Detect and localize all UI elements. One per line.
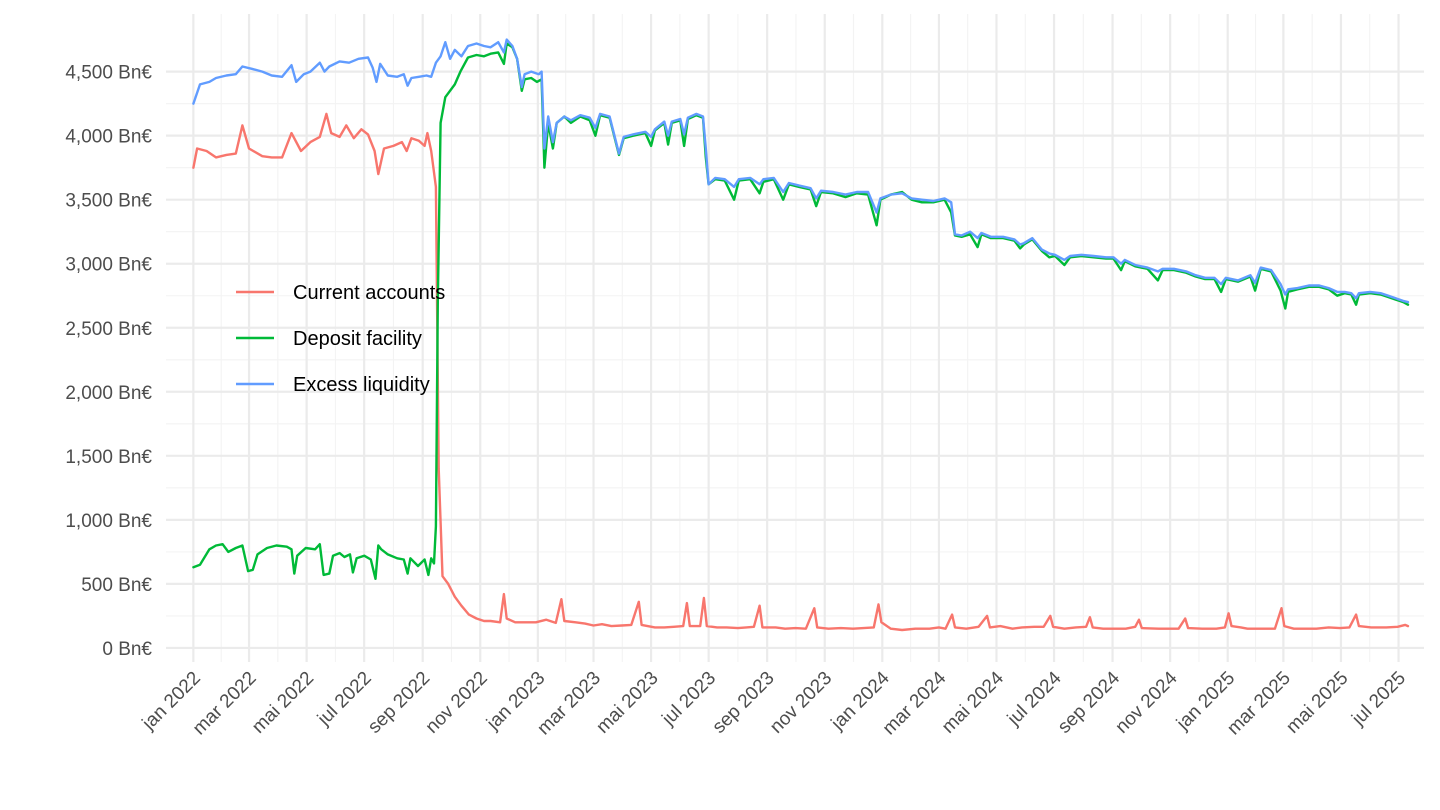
x-tick-label: sep 2023 (709, 668, 779, 738)
series-line-current-accounts (192, 112, 1410, 632)
x-tick-label: mar 2024 (879, 667, 951, 739)
y-tick-label: 3,500 Bn€ (65, 191, 152, 212)
x-tick-label: mai 2025 (1282, 668, 1352, 738)
y-tick-label: 2,500 Bn€ (65, 319, 152, 340)
y-tick-label: 1,500 Bn€ (65, 447, 152, 468)
x-tick-label: nov 2022 (422, 668, 492, 738)
legend-label: Excess liquidity (293, 374, 430, 396)
y-tick-label: 4,000 Bn€ (65, 127, 152, 148)
x-tick-label: nov 2023 (766, 668, 836, 738)
series-line-deposit-facility (192, 42, 1410, 580)
x-tick-label: sep 2024 (1054, 667, 1124, 737)
x-tick-label: nov 2024 (1112, 667, 1182, 737)
x-tick-label: sep 2022 (364, 668, 434, 738)
y-tick-label: 3,000 Bn€ (65, 255, 152, 276)
series-line-excess-liquidity (192, 38, 1410, 304)
x-tick-label: mai 2023 (592, 668, 662, 738)
legend-label: Current accounts (293, 282, 445, 304)
x-tick-label: mai 2022 (248, 668, 318, 738)
series-lines (192, 38, 1410, 632)
y-tick-label: 4,500 Bn€ (65, 63, 152, 84)
x-tick-label: mai 2024 (938, 667, 1008, 737)
x-tick-label: jul 2025 (1347, 668, 1410, 731)
minor-gridlines (166, 14, 1424, 662)
y-tick-label: 2,000 Bn€ (65, 383, 152, 404)
major-gridlines (166, 14, 1424, 662)
legend: Current accounts Deposit facility Excess l… (236, 282, 445, 396)
legend-label: Deposit facility (293, 328, 422, 350)
y-tick-label: 0 Bn€ (102, 639, 152, 660)
y-tick-label: 1,000 Bn€ (65, 511, 152, 532)
y-tick-label: 500 Bn€ (81, 575, 152, 596)
y-axis: 0 Bn€ 500 Bn€ 1,000 Bn€ 1,500 Bn€ 2,000 Bn€ 2… (65, 63, 152, 660)
